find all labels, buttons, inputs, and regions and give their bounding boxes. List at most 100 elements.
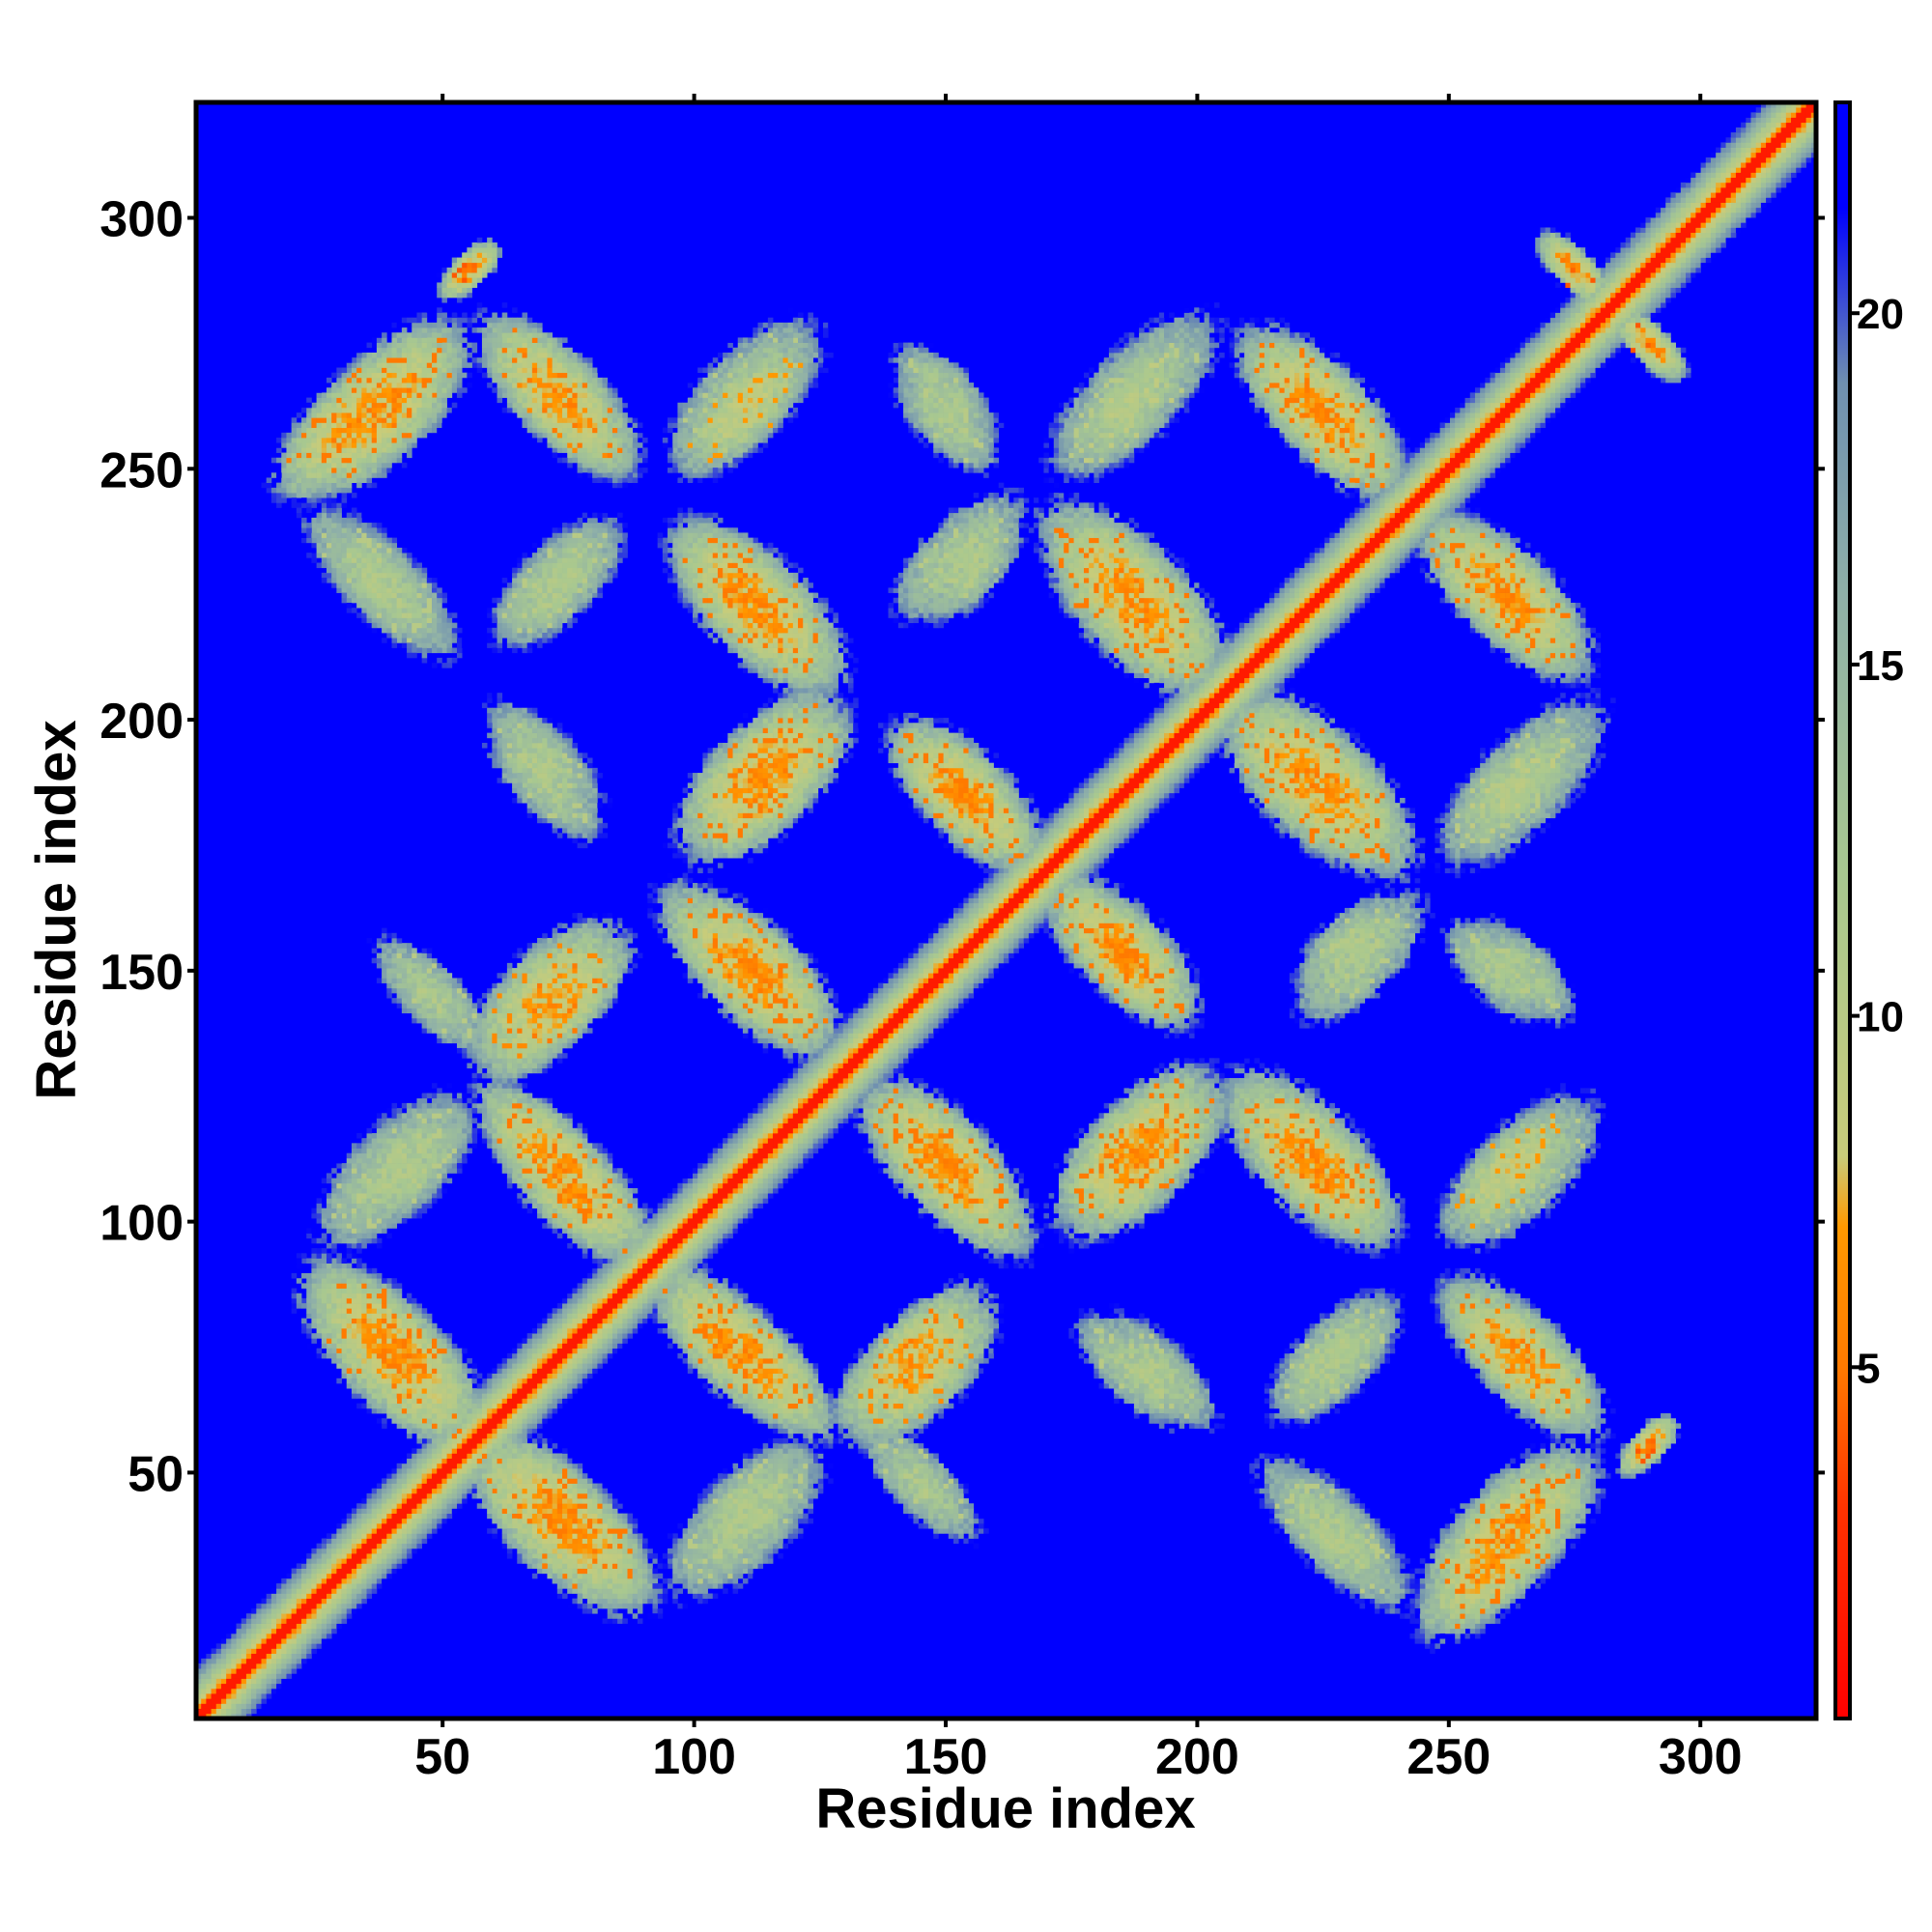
heatmap-cell — [812, 1047, 819, 1054]
heatmap-cell — [1119, 778, 1124, 783]
heatmap-cell — [1299, 582, 1305, 588]
heatmap-cell — [1264, 647, 1270, 654]
heatmap-cell — [952, 968, 959, 974]
heatmap-cell — [401, 1548, 408, 1554]
heatmap-cell — [1158, 712, 1165, 719]
heatmap-cell — [1183, 707, 1190, 714]
heatmap-cell — [1389, 542, 1396, 549]
heatmap-cell — [952, 957, 959, 964]
heatmap-cell — [1224, 727, 1230, 733]
heatmap-cell — [206, 1673, 212, 1679]
heatmap-cell — [416, 1468, 422, 1474]
heatmap-cell — [577, 1283, 583, 1289]
heatmap-cell — [858, 1053, 864, 1059]
heatmap-cell — [1238, 652, 1245, 659]
heatmap-cell — [798, 1097, 804, 1104]
heatmap-cell — [437, 1428, 442, 1435]
heatmap-cell — [627, 1237, 634, 1244]
heatmap-cell — [908, 1017, 914, 1024]
heatmap-cell — [1018, 867, 1025, 873]
heatmap-cell — [933, 952, 939, 959]
heatmap-cell — [1284, 668, 1291, 673]
heatmap-cell — [828, 1118, 834, 1123]
heatmap-cell — [1208, 737, 1215, 744]
heatmap-cell — [386, 1483, 392, 1490]
heatmap-cell — [642, 1248, 648, 1254]
heatmap-cell — [707, 1182, 714, 1189]
heatmap-cell — [366, 1568, 373, 1575]
heatmap-cell — [1098, 778, 1105, 783]
heatmap-cell — [376, 1488, 383, 1494]
heatmap-cell — [883, 1008, 889, 1014]
heatmap-cell — [657, 1203, 664, 1209]
heatmap-cell — [672, 1223, 678, 1229]
heatmap-cell — [432, 1508, 438, 1514]
heatmap-cell — [512, 1363, 518, 1369]
heatmap-cell — [853, 1037, 859, 1044]
heatmap-cell — [842, 1042, 849, 1049]
heatmap-cell — [481, 1418, 488, 1424]
heatmap-cell — [822, 1063, 829, 1069]
heatmap-cell — [1028, 923, 1035, 928]
heatmap-cell — [1234, 672, 1240, 678]
heatmap-cell — [1018, 863, 1025, 868]
heatmap-cell — [632, 1297, 639, 1304]
heatmap-cell — [476, 1382, 483, 1389]
heatmap-cell — [481, 1473, 488, 1479]
heatmap-cell — [1038, 833, 1044, 838]
heatmap-cell — [1199, 707, 1205, 714]
heatmap-cell — [201, 1658, 207, 1664]
heatmap-cell — [311, 1563, 317, 1569]
heatmap-cell — [762, 1173, 769, 1179]
heatmap-cell — [842, 1113, 849, 1119]
heatmap-cell — [1018, 913, 1025, 919]
heatmap-cell — [1320, 572, 1325, 579]
heatmap-cell — [1324, 633, 1330, 639]
heatmap-cell — [346, 1568, 353, 1575]
heatmap-cell — [1269, 688, 1275, 694]
heatmap-cell — [1264, 627, 1270, 634]
heatmap-cell — [467, 1448, 472, 1454]
heatmap-cell — [256, 1663, 262, 1669]
heatmap-cell — [572, 1338, 578, 1344]
heatmap-cell — [1043, 812, 1049, 819]
heatmap-cell — [336, 1573, 342, 1579]
heatmap-cell — [732, 1173, 739, 1179]
heatmap-cell — [1364, 557, 1371, 563]
heatmap-cell — [697, 1203, 703, 1209]
heatmap-cell — [632, 1237, 639, 1244]
heatmap-cell — [1204, 652, 1210, 659]
heatmap-cell — [1009, 913, 1014, 919]
heatmap-cell — [913, 1012, 919, 1019]
heatmap-cell — [1299, 642, 1305, 648]
heatmap-cell — [943, 998, 950, 1004]
heatmap-cell — [642, 1218, 648, 1224]
heatmap-cell — [963, 937, 969, 944]
heatmap-cell — [1350, 582, 1355, 588]
heatmap-cell — [456, 1407, 463, 1414]
heatmap-cell — [828, 1093, 834, 1099]
heatmap-cell — [607, 1318, 613, 1324]
heatmap-cell — [717, 1193, 724, 1199]
heatmap-cell — [196, 1668, 202, 1674]
heatmap-cell — [376, 1508, 383, 1514]
heatmap-cell — [1350, 567, 1355, 574]
heatmap-cell — [867, 1023, 874, 1029]
heatmap-cell — [331, 1613, 337, 1619]
heatmap-cell — [286, 1603, 292, 1609]
heatmap-cell — [266, 1598, 272, 1605]
heatmap-cell — [812, 1083, 819, 1089]
heatmap-cell — [261, 1613, 268, 1619]
heatmap-cell — [1133, 828, 1140, 834]
heatmap-cell — [437, 1483, 442, 1490]
heatmap-cell — [1114, 808, 1120, 813]
heatmap-cell — [1034, 842, 1039, 849]
heatmap-cell — [386, 1523, 392, 1529]
heatmap-cell — [276, 1598, 282, 1605]
heatmap-cell — [251, 1703, 257, 1709]
heatmap-cell — [1089, 833, 1094, 838]
heatmap-cell — [923, 968, 929, 974]
heatmap-cell — [1234, 638, 1240, 643]
heatmap-cell — [441, 1488, 447, 1494]
heatmap-cell — [286, 1583, 292, 1589]
